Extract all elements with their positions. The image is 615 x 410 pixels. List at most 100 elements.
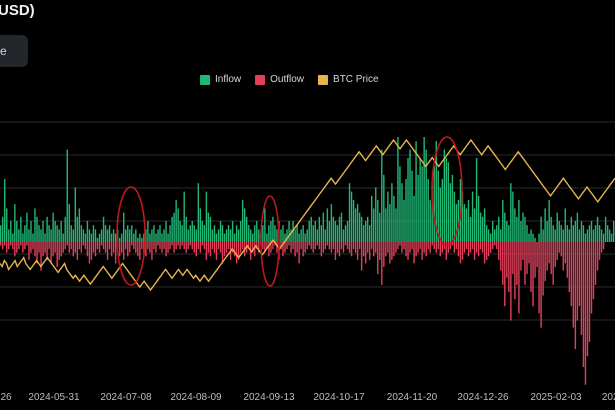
inflow-bar	[512, 191, 514, 242]
range-toggle-button[interactable]: e	[0, 35, 28, 67]
inflow-bar	[66, 149, 68, 242]
outflow-bar	[385, 242, 387, 257]
inflow-bar	[254, 225, 256, 242]
outflow-bar	[544, 242, 546, 282]
outflow-bar	[241, 242, 244, 250]
inflow-bar	[139, 233, 141, 242]
inflow-bar	[467, 200, 470, 242]
outflow-bar	[506, 242, 508, 278]
inflow-bar	[516, 216, 518, 242]
outflow-bar	[235, 242, 238, 264]
inflow-bar	[423, 137, 425, 242]
inflow-bar	[508, 225, 510, 242]
outflow-bar	[419, 242, 421, 250]
inflow-bar	[163, 229, 165, 242]
annotation-ellipse	[260, 195, 280, 287]
inflow-bar	[381, 149, 383, 242]
inflow-bar	[483, 208, 486, 242]
outflow-bar	[161, 242, 163, 253]
inflow-bar	[324, 229, 327, 242]
inflow-bar	[187, 229, 189, 242]
outflow-bar	[179, 242, 181, 250]
outflow-bar	[514, 242, 516, 300]
outflow-bar	[217, 242, 220, 250]
outflow-bar	[30, 242, 32, 253]
outflow-bar	[596, 242, 599, 271]
outflow-bar	[288, 242, 290, 246]
inflow-bar	[437, 170, 439, 242]
outflow-bar	[371, 242, 373, 250]
inflow-bar	[147, 221, 149, 242]
btc-price-path	[0, 138, 615, 292]
inflow-bar	[552, 225, 554, 242]
outflow-bar	[354, 242, 357, 253]
outflow-bar	[342, 242, 345, 253]
outflow-bar	[441, 242, 444, 253]
inflow-bar	[326, 208, 329, 242]
outflow-bar	[108, 242, 111, 250]
inflow-bar	[78, 208, 81, 242]
outflow-bar	[104, 242, 107, 253]
inflow-bar	[76, 216, 79, 242]
x-tick-label: 2024-10-17	[313, 392, 365, 403]
outflow-bar	[262, 242, 264, 250]
outflow-bar	[167, 242, 169, 253]
outflow-bar	[518, 242, 520, 314]
inflow-bar	[193, 225, 195, 242]
inflow-bar	[477, 195, 480, 242]
outflow-bar	[324, 242, 327, 250]
inflow-bar	[338, 216, 341, 242]
outflow-bar	[38, 242, 40, 253]
outflow-bar	[310, 242, 312, 250]
outflow-bar	[133, 242, 135, 250]
inflow-bar	[393, 195, 395, 242]
inflow-bar	[522, 212, 524, 242]
inflow-bar	[94, 229, 97, 242]
outflow-bar	[312, 242, 314, 253]
outflow-bar	[197, 242, 200, 250]
inflow-bar	[102, 216, 105, 242]
x-axis-ticks: 26 2024-05-31 2024-07-08 2024-08-09 2024-09-…	[0, 392, 615, 403]
inflow-bar	[494, 229, 496, 242]
outflow-bar	[98, 242, 101, 253]
outflow-bar	[252, 242, 254, 253]
inflow-bar	[371, 195, 373, 242]
outflow-bar	[381, 242, 383, 285]
inflow-bar	[397, 137, 399, 242]
inflow-bar	[487, 229, 490, 242]
outflow-bar	[328, 242, 331, 250]
outflow-bar	[494, 242, 496, 246]
inflow-bar	[602, 233, 605, 242]
outflow-bar	[375, 242, 377, 253]
outflow-bar	[546, 242, 548, 271]
outflow-bar	[578, 242, 581, 307]
outflow-bar	[366, 242, 369, 253]
legend-item-btc-price[interactable]: BTC Price	[318, 74, 379, 85]
inflow-bar	[237, 229, 240, 242]
legend-item-outflow[interactable]: Outflow	[255, 74, 304, 85]
outflow-bar	[451, 242, 454, 246]
legend-item-inflow[interactable]: Inflow	[200, 74, 241, 85]
inflow-bar	[98, 233, 101, 242]
outflow-bar	[201, 242, 204, 246]
inflow-bar	[38, 225, 40, 242]
inflow-bar	[556, 212, 558, 242]
inflow-bar	[92, 225, 95, 242]
annotation-ellipse	[431, 136, 463, 246]
outflow-bar	[320, 242, 323, 257]
outflow-bar	[437, 242, 439, 250]
outflow-bar	[44, 242, 46, 253]
outflow-bar	[102, 242, 105, 250]
inflow-bar	[207, 212, 210, 242]
outflow-bar	[20, 242, 22, 246]
inflow-bar	[485, 225, 488, 242]
inflow-bar	[427, 179, 429, 242]
inflow-bar	[379, 212, 381, 242]
inflow-bar	[137, 237, 139, 242]
inflow-bar	[558, 221, 560, 242]
inflow-bar	[302, 225, 304, 242]
outflow-bar	[32, 242, 34, 250]
outflow-bar	[80, 242, 83, 253]
outflow-bar	[0, 242, 2, 246]
inflow-bar	[548, 200, 550, 242]
